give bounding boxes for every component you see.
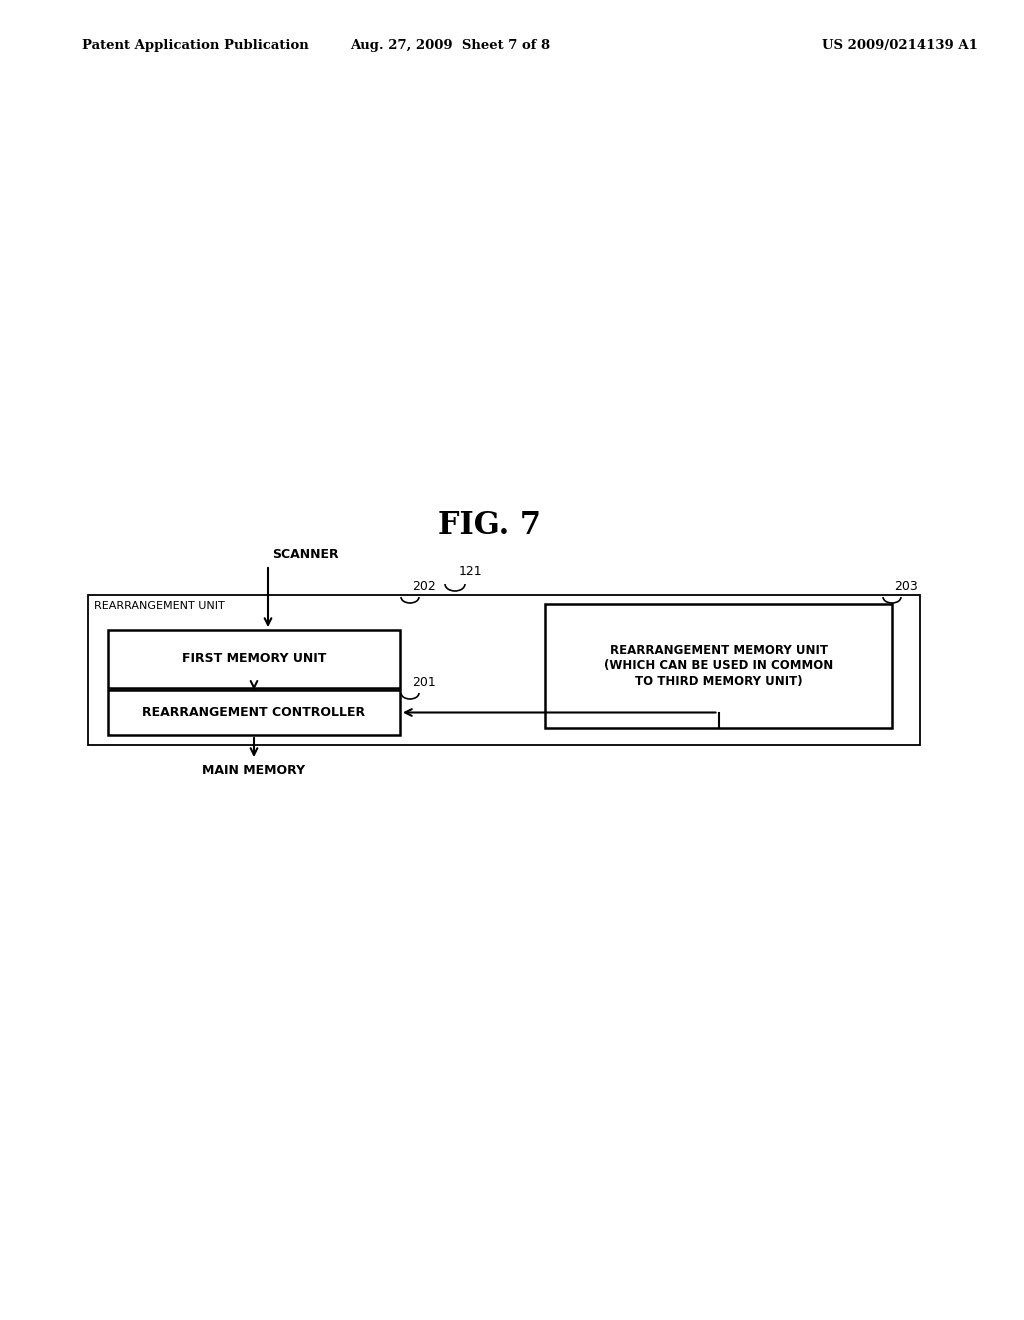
Text: 121: 121	[459, 565, 482, 578]
Text: REARRANGEMENT UNIT: REARRANGEMENT UNIT	[94, 601, 224, 611]
Text: Aug. 27, 2009  Sheet 7 of 8: Aug. 27, 2009 Sheet 7 of 8	[350, 38, 550, 51]
Text: Patent Application Publication: Patent Application Publication	[82, 38, 309, 51]
Text: 201: 201	[412, 676, 436, 689]
Text: MAIN MEMORY: MAIN MEMORY	[203, 764, 305, 777]
Text: REARRANGEMENT CONTROLLER: REARRANGEMENT CONTROLLER	[142, 706, 366, 719]
Text: FIG. 7: FIG. 7	[438, 510, 542, 540]
Text: FIRST MEMORY UNIT: FIRST MEMORY UNIT	[182, 652, 327, 665]
Text: US 2009/0214139 A1: US 2009/0214139 A1	[822, 38, 978, 51]
Bar	[108, 690, 400, 735]
Text: 203: 203	[894, 579, 918, 593]
Bar	[108, 630, 400, 688]
Text: SCANNER: SCANNER	[272, 548, 339, 561]
Bar	[88, 595, 920, 744]
Text: REARRANGEMENT MEMORY UNIT
(WHICH CAN BE USED IN COMMON
TO THIRD MEMORY UNIT): REARRANGEMENT MEMORY UNIT (WHICH CAN BE …	[604, 644, 834, 688]
Text: 202: 202	[412, 579, 436, 593]
Bar	[545, 605, 892, 729]
